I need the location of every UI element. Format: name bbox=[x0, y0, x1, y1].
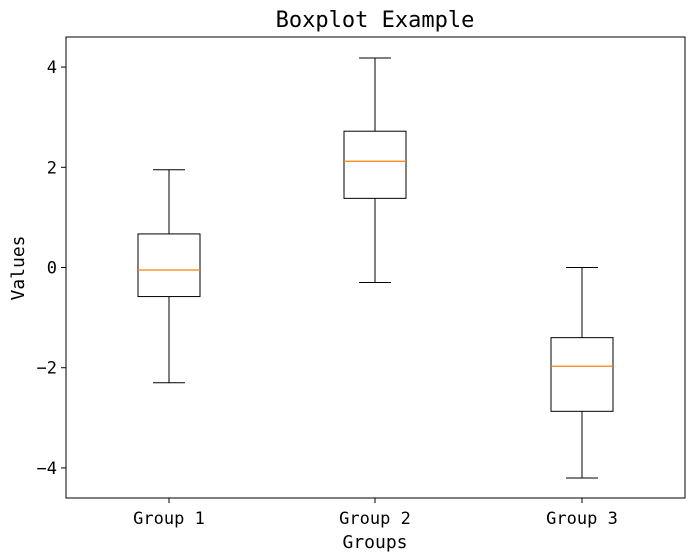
y-tick-label: −4 bbox=[37, 459, 57, 479]
box bbox=[343, 130, 407, 199]
x-tick-label: Group 2 bbox=[339, 509, 411, 529]
y-axis-label: Values bbox=[8, 235, 29, 300]
y-tick-label: 2 bbox=[47, 158, 57, 178]
x-axis-label: Groups bbox=[342, 532, 407, 553]
x-tick-label: Group 3 bbox=[546, 509, 618, 529]
box bbox=[137, 233, 201, 298]
x-tick-label: Group 1 bbox=[133, 509, 205, 529]
y-tick-label: −2 bbox=[37, 359, 57, 379]
box bbox=[550, 337, 614, 412]
y-tick-label: 0 bbox=[47, 259, 57, 279]
plot-area: 4 2 0 −2 −4 Group 1 Group 2 Group 3 bbox=[37, 57, 618, 529]
y-tick-label: 4 bbox=[47, 58, 57, 78]
axes-frame bbox=[65, 36, 686, 499]
chart-title: Boxplot Example bbox=[276, 8, 475, 33]
